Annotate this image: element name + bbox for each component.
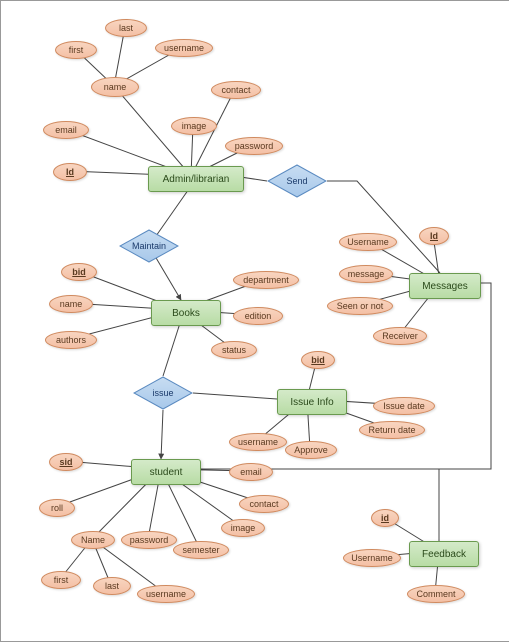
- entity-issueinfo-label: Issue Info: [290, 397, 333, 408]
- attr-messages-seen-or-not: Seen or not: [327, 297, 393, 315]
- entity-admin-label: Admin/librarian: [163, 174, 230, 185]
- er-diagram: { "type": "entity-relationship-diagram",…: [0, 0, 509, 642]
- attr-student-first: first: [41, 571, 81, 589]
- attr-admin-email: email: [43, 121, 89, 139]
- entity-messages-label: Messages: [422, 281, 468, 292]
- attr-student-image: image: [221, 519, 265, 537]
- attr-admin-first: first: [55, 41, 97, 59]
- attr-issue-issue-date: Issue date: [373, 397, 435, 415]
- attr-admin-username: username: [155, 39, 213, 57]
- attr-admin-id: Id: [53, 163, 87, 181]
- rel-maintain-label: Maintain: [132, 241, 166, 251]
- attr-messages-id: Id: [419, 227, 449, 245]
- entity-student: student: [131, 459, 201, 485]
- attr-issue-return-date: Return date: [359, 421, 425, 439]
- attr-issue-approve: Approve: [285, 441, 337, 459]
- entity-books: Books: [151, 300, 221, 326]
- attr-student-semester: semester: [173, 541, 229, 559]
- attr-student-roll: roll: [39, 499, 75, 517]
- attr-books-authors: authors: [45, 331, 97, 349]
- entity-books-label: Books: [172, 308, 200, 319]
- attr-admin-last: last: [105, 19, 147, 37]
- entity-student-label: student: [150, 467, 183, 478]
- attr-student-password: password: [121, 531, 177, 549]
- attr-student-contact: contact: [239, 495, 289, 513]
- rel-maintain: Maintain: [119, 229, 179, 263]
- rel-send: Send: [267, 164, 327, 198]
- attr-student-name: Name: [71, 531, 115, 549]
- attr-student-sid: sid: [49, 453, 83, 471]
- rel-issue: issue: [133, 376, 193, 410]
- attr-student-username: username: [137, 585, 195, 603]
- entity-feedback-label: Feedback: [422, 549, 466, 560]
- attr-books-name: name: [49, 295, 93, 313]
- rel-issue-label: issue: [152, 388, 173, 398]
- attr-issue-bid: bid: [301, 351, 335, 369]
- entity-messages: Messages: [409, 273, 481, 299]
- attr-books-bid: bid: [61, 263, 97, 281]
- attr-admin-password: password: [225, 137, 283, 155]
- attr-books-department: department: [233, 271, 299, 289]
- entity-issueinfo: Issue Info: [277, 389, 347, 415]
- attr-feedback-comment: Comment: [407, 585, 465, 603]
- attr-feedback-username: Username: [343, 549, 401, 567]
- attr-admin-name: name: [91, 77, 139, 97]
- rel-send-label: Send: [286, 176, 307, 186]
- attr-messages-message: message: [339, 265, 393, 283]
- attr-admin-contact: contact: [211, 81, 261, 99]
- attr-books-edition: edition: [233, 307, 283, 325]
- attr-messages-receiver: Receiver: [373, 327, 427, 345]
- attr-admin-image: image: [171, 117, 217, 135]
- attr-student-email: email: [229, 463, 273, 481]
- entity-feedback: Feedback: [409, 541, 479, 567]
- attr-messages-username: Username: [339, 233, 397, 251]
- attr-books-status: status: [211, 341, 257, 359]
- entity-admin: Admin/librarian: [148, 166, 244, 192]
- attr-feedback-id: id: [371, 509, 399, 527]
- attr-student-last: last: [93, 577, 131, 595]
- attr-issue-username: username: [229, 433, 287, 451]
